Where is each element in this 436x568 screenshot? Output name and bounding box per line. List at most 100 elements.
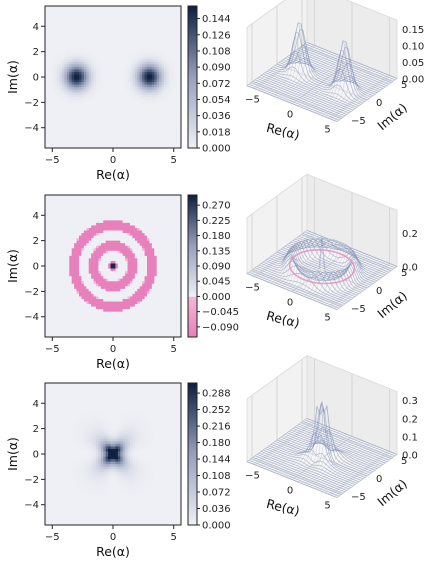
heatmap-cell	[49, 28, 53, 32]
heatmap-cell	[71, 200, 75, 204]
heatmap-cell	[76, 135, 80, 139]
heatmap-cell	[113, 207, 116, 211]
heatmap-cell	[52, 309, 56, 313]
heatmap-cell	[66, 298, 70, 302]
heatmap-cell	[108, 26, 111, 30]
heatmap-cell	[45, 56, 48, 60]
heatmap-cell	[69, 311, 73, 315]
heatmap-cell	[134, 51, 138, 55]
heatmap-cell	[81, 268, 85, 272]
surface-line	[264, 35, 326, 94]
heatmap-cell	[142, 28, 145, 32]
heatmap-cell	[62, 99, 65, 103]
heatmap-cell	[79, 54, 82, 58]
heatmap-cell	[81, 248, 85, 252]
heatmap-cell	[108, 278, 111, 282]
heatmap-cell	[47, 74, 51, 78]
heatmap-cell	[47, 49, 51, 53]
heatmap-cell	[54, 291, 58, 295]
heatmap-cell	[142, 11, 145, 15]
heatmap-cell	[64, 288, 68, 292]
heatmap-cell	[91, 56, 94, 60]
surface-line	[248, 83, 340, 121]
heatmap-cell	[171, 104, 175, 108]
heatmap-cell	[47, 107, 51, 111]
heatmap-cell	[151, 56, 155, 60]
heatmap-cell	[66, 217, 70, 221]
heatmap-cell	[74, 71, 77, 75]
heatmap-cell	[57, 250, 60, 254]
heatmap-cell	[69, 268, 73, 272]
heatmap-cell	[74, 16, 77, 20]
heatmap-cell	[151, 125, 155, 129]
heatmap-cell	[66, 253, 70, 257]
heatmap-cell	[151, 79, 155, 83]
heatmap-cell	[49, 104, 53, 108]
heatmap-cell	[59, 210, 63, 214]
heatmap-cell	[45, 142, 48, 146]
heatmap-cell	[59, 109, 63, 113]
heatmap-cell	[161, 13, 165, 17]
heatmap-cell	[62, 205, 65, 209]
heatmap-cell	[105, 283, 109, 287]
heatmap-cell	[71, 253, 75, 257]
heatmap-cell	[81, 84, 85, 88]
heatmap-cell	[137, 92, 141, 96]
heatmap-cell	[47, 28, 51, 32]
heatmap-cell	[62, 51, 65, 55]
heatmap-cell	[161, 82, 165, 86]
heatmap-cell	[113, 288, 116, 292]
heatmap-cell	[88, 132, 92, 136]
heatmap-cell	[49, 235, 53, 239]
heatmap-cell	[91, 273, 94, 277]
heatmap-cell	[74, 130, 77, 134]
heatmap-cell	[161, 41, 165, 45]
heatmap-cell	[86, 266, 90, 269]
heatmap-cell	[54, 250, 58, 254]
heatmap-cell	[79, 132, 82, 136]
heatmap-cell	[96, 235, 99, 239]
heatmap-cell	[105, 8, 109, 12]
heatmap-cell	[173, 56, 177, 60]
heatmap-cell	[74, 51, 77, 55]
heatmap-cell	[115, 99, 119, 103]
heatmap-cell	[96, 212, 99, 216]
heatmap-cell	[74, 61, 77, 65]
heatmap-cell	[105, 6, 109, 9]
heatmap-cell	[151, 26, 155, 30]
heatmap-cell	[45, 104, 48, 108]
heatmap-cell	[64, 276, 68, 280]
heatmap-cell	[120, 112, 124, 116]
heatmap-cell	[57, 31, 60, 35]
heatmap-cell	[139, 82, 143, 86]
heatmap-cell	[110, 11, 114, 15]
heatmap-cell	[59, 235, 63, 239]
heatmap-cell	[54, 28, 58, 32]
heatmap-cell	[100, 94, 104, 98]
heatmap-cell	[57, 281, 60, 285]
heatmap-cell	[108, 248, 111, 252]
heatmap-cell	[103, 324, 107, 328]
heatmap-cell	[71, 293, 75, 297]
heatmap-cell	[57, 102, 60, 106]
heatmap-cell	[79, 205, 82, 209]
heatmap-cell	[59, 66, 63, 70]
heatmap-cell	[83, 16, 87, 20]
heatmap-cell	[86, 276, 90, 280]
heatmap-cell	[71, 276, 75, 280]
heatmap-cell	[83, 13, 87, 17]
heatmap-cell	[91, 21, 94, 25]
heatmap-cell	[52, 281, 56, 285]
heatmap-cell	[71, 311, 75, 315]
heatmap-cell	[168, 23, 172, 27]
heatmap-cell	[105, 207, 109, 211]
heatmap-cell	[81, 140, 85, 144]
heatmap-cell	[137, 120, 141, 124]
heatmap-cell	[168, 64, 172, 68]
heatmap-cell	[144, 64, 148, 68]
colorbar-segment	[188, 126, 197, 130]
heatmap-cell	[171, 54, 175, 58]
heatmap-cell	[47, 215, 51, 219]
heatmap-cell	[47, 8, 51, 12]
heatmap-cell	[117, 89, 121, 93]
